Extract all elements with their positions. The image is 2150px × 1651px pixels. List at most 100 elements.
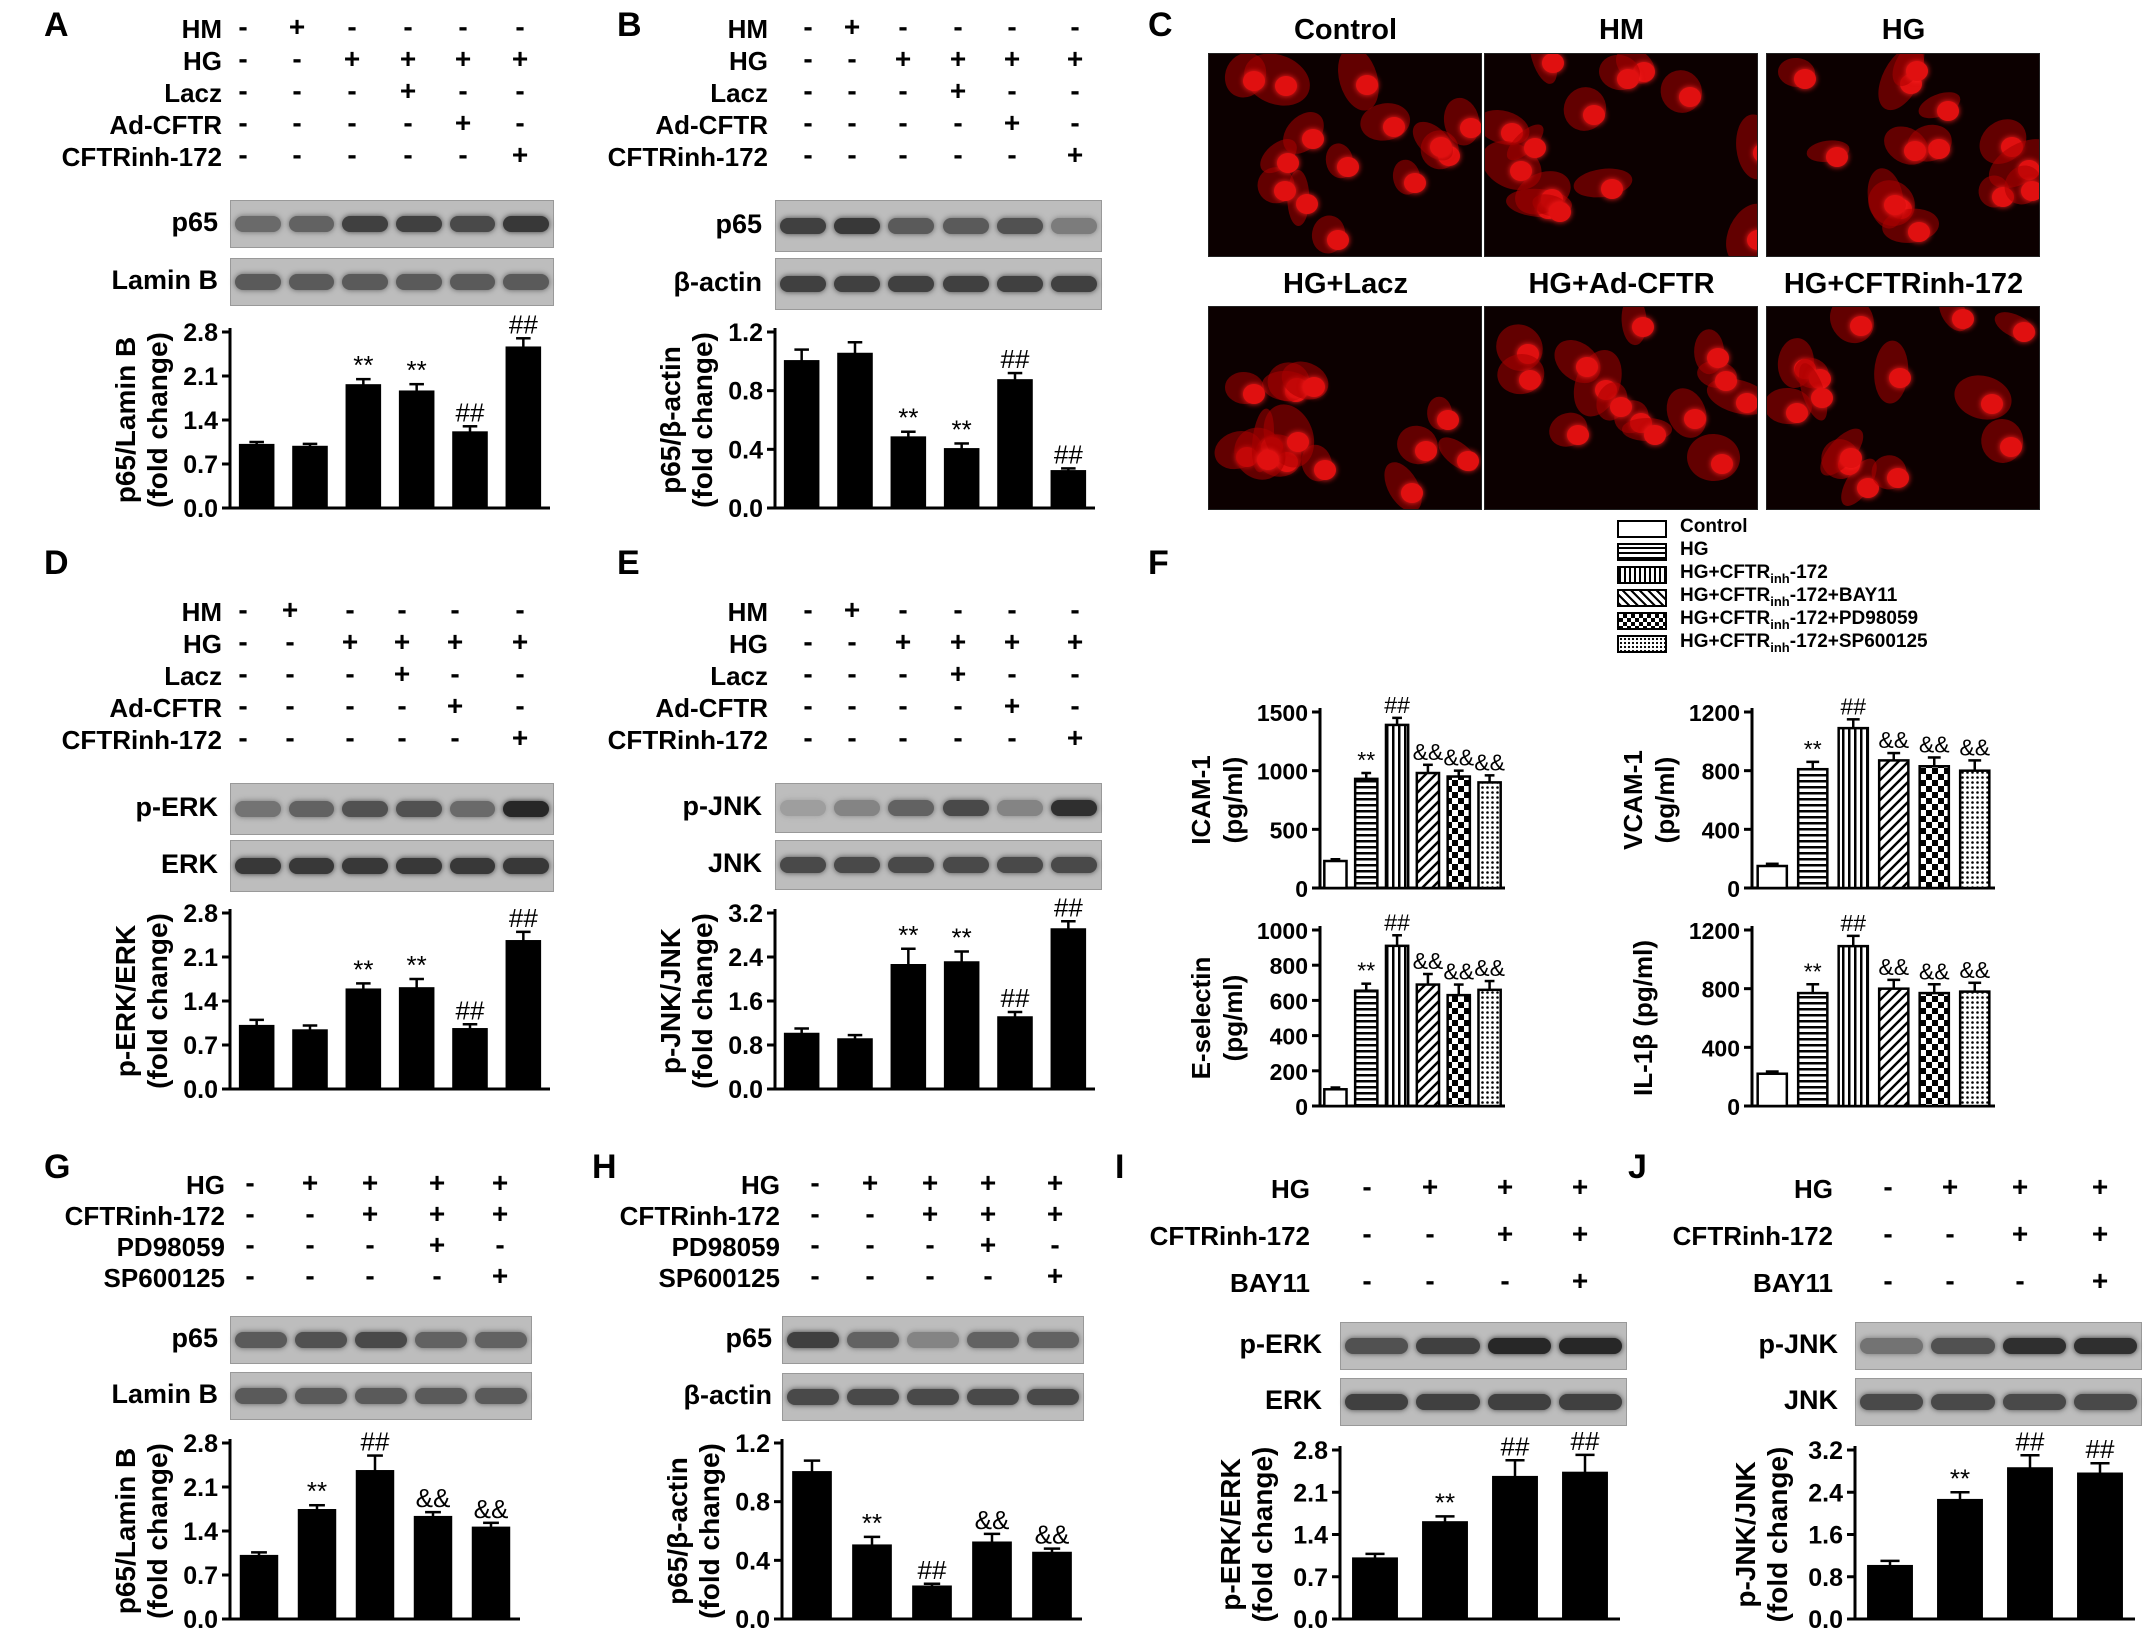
bar (1446, 993, 1472, 1108)
plus-sign: + (2091, 1171, 2109, 1202)
y-tick-label: 0.0 (183, 1076, 218, 1104)
cell-nucleus (1276, 152, 1299, 173)
minus-sign: - (847, 139, 857, 170)
minus-sign: - (925, 1260, 935, 1291)
significance-label: ## (1384, 909, 1410, 935)
blot-band (342, 858, 388, 874)
treatment-name-g: HG (186, 1170, 225, 1200)
blot-label-i: ERK (1264, 1385, 1322, 1415)
blot-band (1416, 1338, 1480, 1354)
y-tick-label: 0.7 (1293, 1564, 1328, 1592)
minus-sign: - (810, 1198, 820, 1229)
y-tick-label: 1.4 (1293, 1522, 1328, 1550)
plus-sign: + (428, 1167, 446, 1198)
minus-sign: - (495, 1229, 505, 1260)
legend-entry: Control (1680, 516, 1748, 537)
blot-band (1931, 1394, 1995, 1410)
bar (1384, 723, 1410, 890)
treatment-name-i: BAY11 (1230, 1268, 1310, 1298)
y-tick-label: 800 (1270, 953, 1308, 979)
cell-nucleus (1274, 75, 1297, 96)
cell-nucleus (1548, 202, 1571, 223)
plus-sign: + (894, 43, 912, 74)
minus-sign: - (238, 722, 248, 753)
cell-nucleus (1840, 448, 1863, 469)
blot-band (475, 1332, 527, 1348)
treatment-name-e: CFTRinh-172 (607, 725, 768, 755)
treatment-name-e: Lacz (710, 661, 768, 691)
panel-label-h: H (592, 1148, 617, 1186)
significance-label: && (1878, 954, 1909, 980)
minus-sign: - (347, 11, 357, 42)
blot-band (475, 1388, 527, 1404)
cell-nucleus (1582, 105, 1605, 126)
bar (890, 436, 927, 510)
minus-sign: - (1883, 1218, 1893, 1249)
bar (1446, 775, 1472, 890)
significance-label: ## (1054, 439, 1083, 469)
minus-sign: - (345, 594, 355, 625)
blot-band (396, 216, 442, 232)
legend-swatch (1617, 543, 1667, 561)
plus-sign: + (861, 1167, 879, 1198)
cell-nucleus (1889, 368, 1912, 389)
blot-band (288, 801, 335, 817)
minus-sign: - (1070, 75, 1080, 106)
minus-sign: - (515, 594, 525, 625)
plus-sign: + (1496, 1171, 1514, 1202)
plus-sign: + (511, 722, 529, 753)
bar (1415, 983, 1441, 1108)
cell-nucleus (1794, 68, 1817, 89)
chart-i: 0.0 0.7 1.4 2.1 2.8 ** ## ## p-ERK/ERK (fold chan… (1215, 1426, 1620, 1634)
blot-strip-a (230, 258, 554, 306)
treatment-name-a: CFTRinh-172 (61, 142, 222, 172)
significance-label: ## (456, 995, 485, 1025)
bar (505, 940, 542, 1091)
blot-strip-d (230, 783, 554, 835)
cell-nucleus (1326, 230, 1349, 251)
blot-band (2073, 1394, 2137, 1410)
blot-strip-i (1340, 1378, 1627, 1426)
chart-f-vcam-1: 0 400 800 1200 ** ## && && && VCAM-1 (pg/ml) (1618, 693, 1995, 902)
y-tick-label: 0 (1727, 1094, 1740, 1120)
blot-label-d: p-ERK (135, 792, 219, 822)
significance-label: && (1413, 739, 1444, 765)
y-tick-label: 0.8 (728, 1032, 763, 1060)
cell-nucleus (1404, 172, 1427, 193)
bar (398, 390, 435, 510)
y-tick-label: 0.0 (728, 1076, 763, 1104)
blot-band (342, 274, 388, 290)
minus-sign: - (345, 658, 355, 689)
y-tick-label: 600 (1270, 988, 1308, 1014)
minus-sign: - (847, 658, 857, 689)
minus-sign: - (238, 139, 248, 170)
y-tick-label: 2.8 (183, 1430, 218, 1458)
bar (1877, 987, 1910, 1108)
blot-band (2073, 1338, 2137, 1354)
bar (471, 1526, 511, 1621)
blot-label-h: p65 (725, 1323, 772, 1353)
cell-nucleus (1753, 142, 1757, 163)
plus-sign: + (1066, 626, 1084, 657)
bar (1323, 859, 1348, 890)
chart-a: 0.0 0.7 1.4 2.1 2.8 ** ** ## ## p65/Lamin B (fold … (110, 309, 550, 523)
significance-label: && (1959, 734, 1990, 760)
blot-band (288, 274, 335, 290)
cell-nucleus (1257, 449, 1280, 470)
minus-sign: - (397, 722, 407, 753)
minus-sign: - (803, 594, 813, 625)
blot-band (996, 857, 1043, 873)
blot-band (235, 274, 281, 290)
cell-nucleus (1684, 409, 1707, 430)
blot-band (780, 218, 827, 234)
significance-label: && (1878, 727, 1909, 753)
minus-sign: - (898, 11, 908, 42)
minus-sign: - (450, 722, 460, 753)
y-tick-label: 0.0 (728, 495, 763, 523)
minus-sign: - (810, 1229, 820, 1260)
significance-label: ** (1950, 1463, 1970, 1493)
blot-band (888, 218, 935, 234)
significance-label: ** (1804, 958, 1822, 984)
y-tick-label: 2.1 (183, 1474, 218, 1502)
minus-sign: - (292, 75, 302, 106)
